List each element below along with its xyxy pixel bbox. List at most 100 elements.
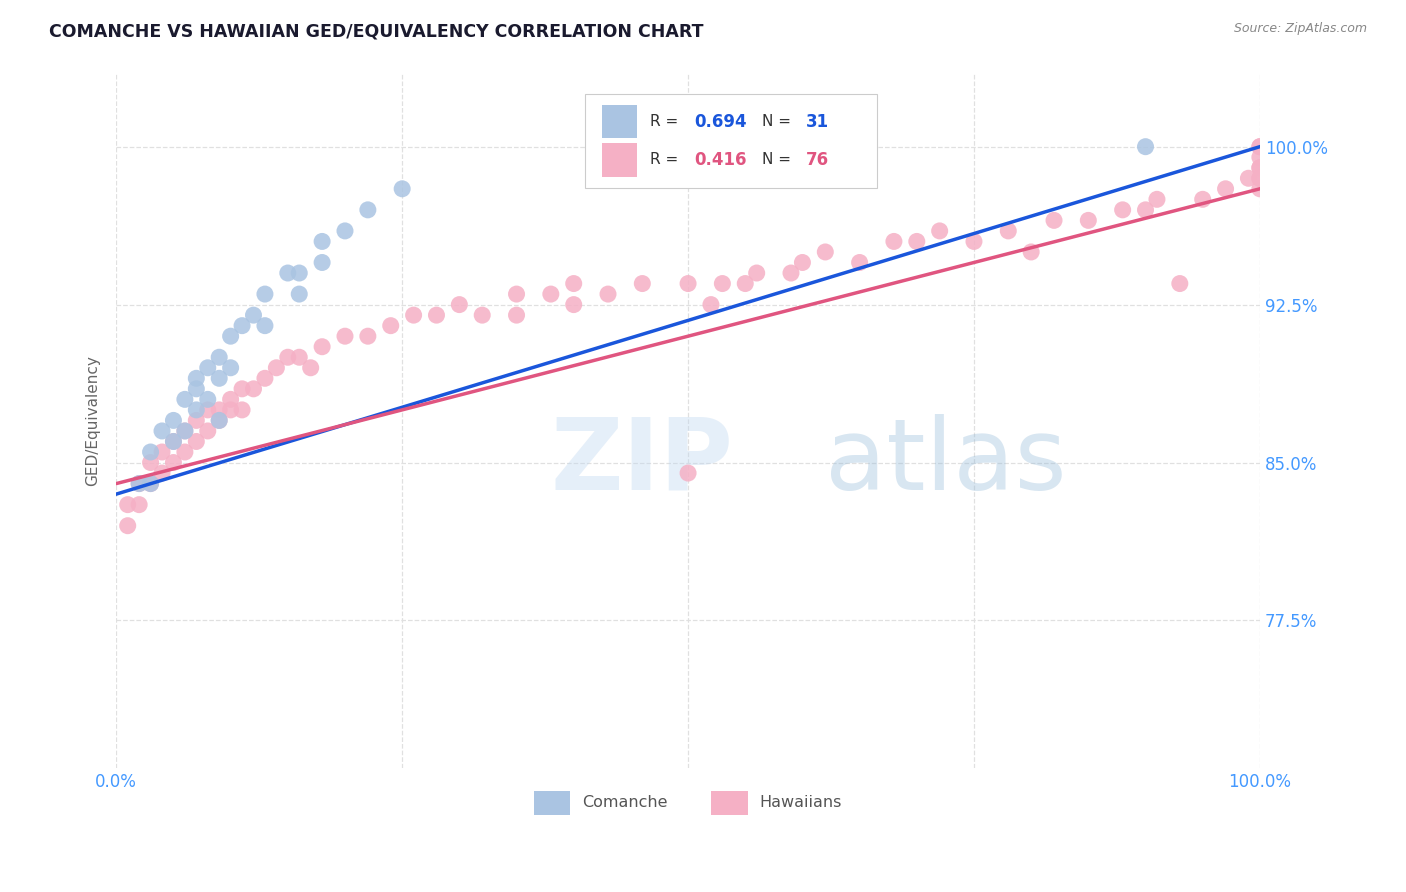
Point [208,371,231,385]
Point [357,329,380,343]
Point [311,255,333,269]
Point [1077,213,1099,227]
Point [128,476,150,491]
Point [186,382,208,396]
Point [1249,171,1271,186]
Point [391,182,413,196]
Point [139,456,162,470]
Text: N =: N = [762,114,796,129]
Point [173,392,195,407]
Text: 31: 31 [806,112,830,130]
Point [333,329,356,343]
Point [266,360,288,375]
Point [1111,202,1133,217]
Point [471,308,494,322]
Point [139,476,162,491]
Point [1249,139,1271,153]
Text: Comanche: Comanche [582,795,668,810]
Point [676,466,699,480]
Point [997,224,1019,238]
Point [139,476,162,491]
Bar [711,791,748,815]
Point [219,403,242,417]
Point [208,403,231,417]
Point [505,287,527,301]
Text: Source: ZipAtlas.com: Source: ZipAtlas.com [1233,22,1367,36]
Point [1135,139,1157,153]
Point [162,434,184,449]
Text: R =: R = [651,114,683,129]
Text: atlas: atlas [825,414,1067,510]
Point [197,392,219,407]
Point [540,287,562,301]
Point [1043,213,1066,227]
Point [357,202,380,217]
Point [288,351,311,365]
Point [277,351,299,365]
Point [117,518,139,533]
Point [449,297,471,311]
Point [219,329,242,343]
Point [1019,244,1042,259]
Point [186,413,208,427]
Point [780,266,803,280]
Point [139,445,162,459]
Point [1249,161,1271,175]
Text: 76: 76 [806,151,830,169]
Point [242,382,264,396]
Point [186,434,208,449]
Point [208,351,231,365]
Point [814,244,837,259]
Point [1249,150,1271,164]
Point [700,297,723,311]
Point [1249,161,1271,175]
Point [1237,171,1260,186]
FancyBboxPatch shape [585,94,877,187]
Text: 0.694: 0.694 [693,112,747,130]
Point [562,297,585,311]
Bar [602,105,637,138]
Point [1135,202,1157,217]
Point [231,382,253,396]
Y-axis label: GED/Equivalency: GED/Equivalency [86,355,100,486]
Point [128,498,150,512]
Point [186,371,208,385]
Point [711,277,734,291]
Point [745,266,768,280]
Point [505,308,527,322]
Point [963,235,986,249]
Point [253,318,276,333]
Point [288,287,311,301]
Text: 0.416: 0.416 [693,151,747,169]
Point [219,360,242,375]
Point [631,277,654,291]
Text: R =: R = [651,153,683,168]
Point [676,277,699,291]
Point [197,360,219,375]
Point [333,224,356,238]
Point [1249,171,1271,186]
Text: N =: N = [762,153,796,168]
Point [162,413,184,427]
Point [1191,192,1213,206]
Point [231,403,253,417]
Point [162,434,184,449]
Point [883,235,905,249]
Point [173,424,195,438]
Point [1168,277,1191,291]
Point [162,456,184,470]
Text: ZIP: ZIP [551,414,734,510]
Point [1249,139,1271,153]
Point [311,235,333,249]
Point [1146,192,1168,206]
Point [402,308,425,322]
Point [562,277,585,291]
Point [186,403,208,417]
Point [1249,182,1271,196]
Bar [602,143,637,177]
Point [277,266,299,280]
Point [596,287,619,301]
Point [117,498,139,512]
Point [792,255,814,269]
Point [928,224,950,238]
